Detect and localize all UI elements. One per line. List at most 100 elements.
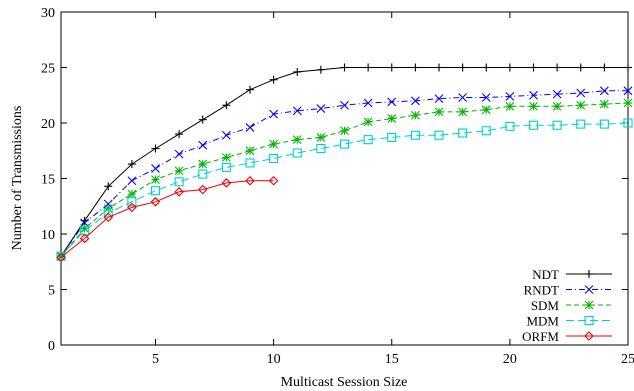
data-point-sdm: [481, 105, 491, 115]
data-point-sdm: [576, 100, 586, 110]
data-point-ndt: [482, 63, 491, 72]
data-point-ndt: [246, 85, 254, 94]
data-point-ndt: [553, 63, 562, 72]
data-point-orfm: [56, 252, 66, 263]
data-point-rndt: [103, 199, 113, 209]
series-line-rndt: [60, 90, 628, 257]
data-point-sdm: [292, 135, 302, 145]
data-point-rndt: [576, 88, 586, 98]
data-point-orfm: [150, 197, 161, 207]
data-point-mdm: [292, 148, 302, 158]
data-point-sdm: [316, 133, 326, 142]
data-point-orfm: [221, 178, 232, 188]
legend-label: SDM: [531, 298, 560, 313]
data-point-ndt: [411, 63, 420, 72]
data-point-mdm: [599, 119, 609, 129]
data-point-ndt: [364, 63, 373, 72]
data-point-rndt: [623, 86, 633, 96]
data-point-mdm: [174, 177, 184, 187]
data-point-mdm: [458, 128, 468, 138]
data-point-mdm: [221, 162, 231, 172]
data-point-rndt: [245, 123, 255, 132]
data-point-sdm: [269, 139, 279, 149]
data-point-mdm: [623, 118, 633, 128]
data-point-ndt: [387, 63, 396, 72]
data-point-mdm: [150, 186, 161, 196]
data-point-rndt: [292, 106, 302, 116]
data-point-orfm: [174, 187, 184, 197]
data-point-rndt: [221, 130, 231, 140]
data-point-mdm: [363, 135, 373, 145]
data-point-ndt: [340, 63, 349, 72]
y-tick-label: 0: [48, 339, 55, 354]
data-point-orfm: [197, 184, 208, 195]
series-line-sdm: [60, 102, 629, 257]
x-tick-label: 5: [152, 352, 159, 367]
data-point-mdm: [56, 251, 66, 261]
data-point-ndt: [505, 63, 514, 72]
series-line-ndt: [60, 67, 628, 257]
x-tick-label: 20: [503, 352, 517, 367]
y-tick-label: 15: [41, 173, 55, 188]
data-point-sdm: [529, 101, 538, 111]
legend-label: NDT: [532, 267, 559, 282]
data-point-sdm: [599, 99, 609, 109]
legend-label: RNDT: [524, 283, 559, 298]
y-tick-label: 20: [41, 117, 55, 132]
data-point-sdm: [151, 175, 160, 184]
data-point-ndt: [529, 63, 538, 72]
data-point-mdm: [198, 169, 208, 179]
data-point-rndt: [151, 164, 160, 173]
data-point-rndt: [174, 149, 184, 159]
data-point-rndt: [434, 94, 444, 103]
data-point-rndt: [198, 140, 208, 150]
data-point-mdm: [316, 143, 326, 154]
data-point-ndt: [316, 65, 325, 74]
legend-label: ORFM: [522, 329, 559, 344]
data-point-sdm: [434, 107, 444, 117]
data-point-mdm: [387, 132, 397, 142]
x-axis-label: Multicast Session Size: [281, 375, 408, 390]
data-point-ndt: [600, 63, 609, 72]
x-tick-label: 10: [267, 352, 281, 367]
data-point-rndt: [410, 96, 420, 106]
y-tick-label: 25: [41, 62, 55, 77]
data-point-sdm: [458, 107, 468, 117]
data-point-ndt: [127, 160, 136, 169]
data-point-orfm: [268, 175, 279, 186]
data-point-sdm: [623, 98, 633, 108]
data-point-mdm: [481, 126, 491, 136]
data-point-sdm: [174, 166, 184, 176]
data-point-rndt: [340, 100, 349, 110]
data-point-ndt: [104, 182, 113, 191]
data-point-rndt: [481, 93, 491, 102]
data-point-rndt: [363, 98, 373, 108]
data-point-orfm: [127, 202, 137, 213]
series-layer: [56, 63, 633, 263]
data-point-sdm: [245, 146, 255, 156]
data-point-rndt: [599, 86, 609, 96]
data-point-ndt: [151, 144, 160, 153]
data-point-mdm: [127, 197, 137, 207]
data-point-mdm: [434, 130, 444, 140]
x-tick-label: 15: [385, 352, 399, 367]
series-rndt: [56, 86, 633, 261]
data-point-ndt: [222, 101, 231, 110]
legend-swatch-marker: [584, 331, 594, 341]
data-point-orfm: [245, 175, 255, 186]
series-ndt: [57, 63, 632, 261]
data-point-ndt: [293, 67, 302, 76]
data-point-mdm: [505, 121, 515, 131]
data-point-sdm: [127, 189, 137, 199]
legend-swatch-marker: [584, 285, 594, 294]
data-point-orfm: [103, 212, 114, 223]
data-point-rndt: [552, 89, 562, 99]
data-point-ndt: [624, 63, 632, 72]
data-point-ndt: [175, 130, 184, 139]
data-point-rndt: [316, 104, 326, 113]
y-axis-label: Number of Transmissions: [10, 106, 25, 251]
legend-swatch-marker: [584, 300, 594, 310]
data-point-mdm: [339, 139, 350, 149]
data-point-ndt: [269, 75, 278, 84]
